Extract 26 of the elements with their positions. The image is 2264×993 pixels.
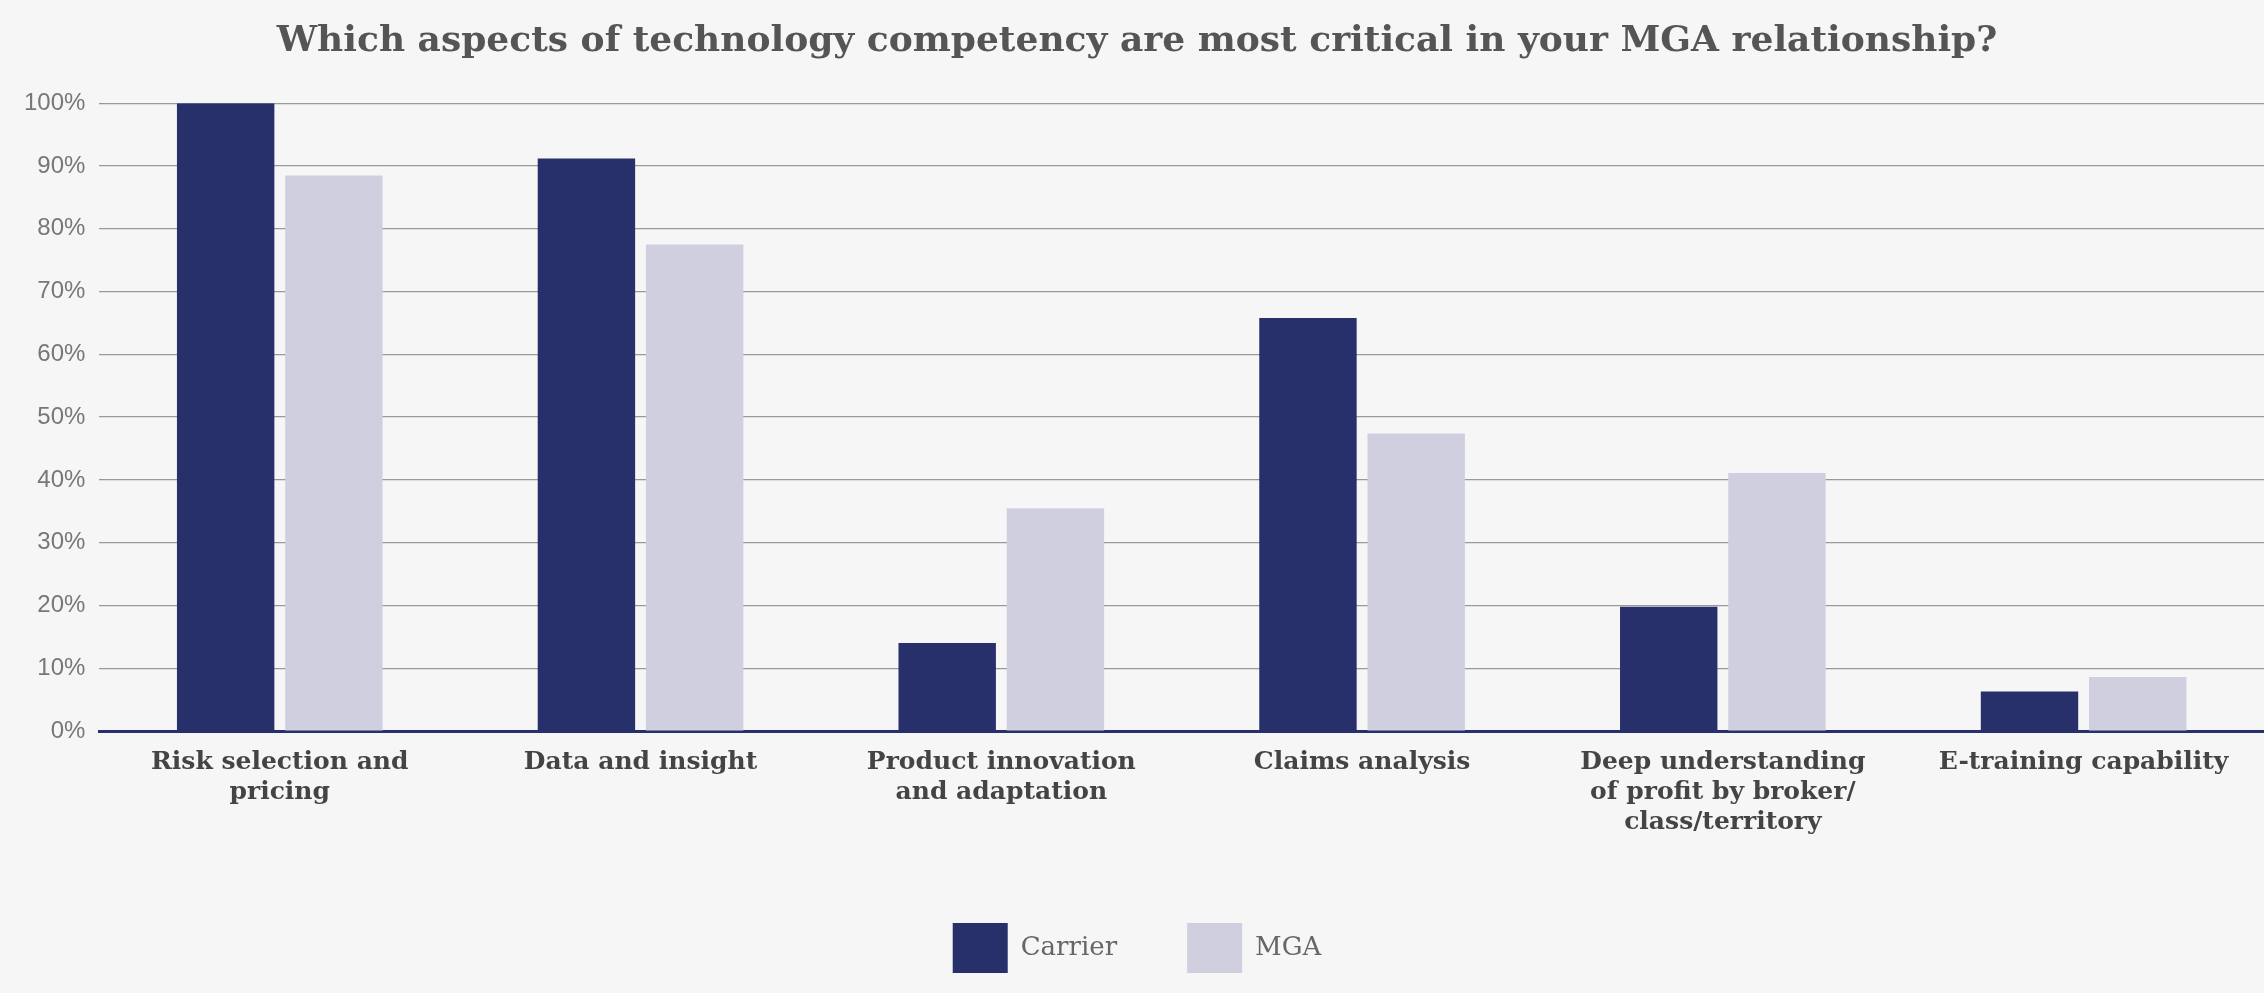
x-tick-label: Deep understanding of profit by broker/class/territory xyxy=(1580,745,1866,835)
y-tick-label: 70% xyxy=(37,276,86,304)
x-tick-label: Data and insight xyxy=(523,745,758,775)
y-tick-label: 20% xyxy=(37,590,86,618)
y-tick-label: 60% xyxy=(37,338,86,366)
bar xyxy=(1728,472,1826,731)
y-tick-label: 50% xyxy=(37,401,86,429)
y-tick-label: 80% xyxy=(37,213,86,241)
bar xyxy=(2089,677,2187,731)
x-tick-label: Product innovation and adaptation xyxy=(866,745,1136,805)
y-tick-label: 90% xyxy=(37,150,86,178)
legend-label: MGA xyxy=(1255,930,1323,961)
x-tick-label: E-training capability xyxy=(1938,745,2230,775)
x-tick-label: Risk selection and pricing xyxy=(151,745,409,805)
bar xyxy=(645,244,744,731)
bar xyxy=(285,175,383,731)
y-tick-label: 40% xyxy=(37,464,86,492)
y-tick-label: 30% xyxy=(37,527,86,555)
y-tick-label: 0% xyxy=(50,715,86,743)
chart-title: Which aspects of technology competency are most critical in your MGA relationship? xyxy=(275,16,1998,59)
bar xyxy=(1367,433,1465,731)
y-tick-label: 100% xyxy=(23,87,86,115)
x-tick-label: Claims analysis xyxy=(1253,745,1471,775)
y-tick-label: 10% xyxy=(37,652,86,680)
legend-label: Carrier xyxy=(1020,930,1118,961)
bar xyxy=(1006,508,1105,731)
